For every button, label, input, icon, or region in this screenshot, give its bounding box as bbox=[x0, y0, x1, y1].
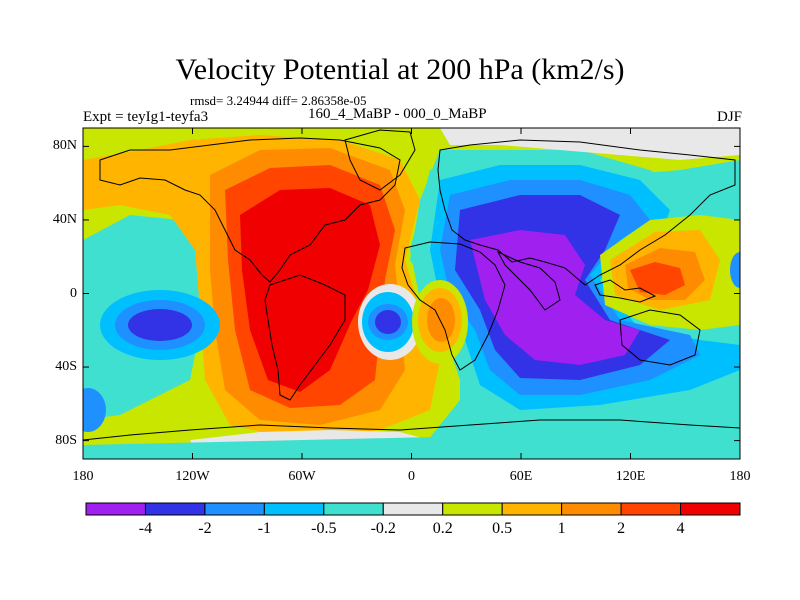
colorbar-level-label: -4 bbox=[138, 520, 153, 537]
colorbar-swatch bbox=[561, 502, 622, 516]
eurasia-coast bbox=[437, 139, 736, 286]
colorbar-swatch bbox=[501, 502, 563, 516]
west-pacific-positive-3 bbox=[630, 262, 685, 295]
colorbar-level-label: -1 bbox=[257, 520, 272, 537]
lon-label: 120E bbox=[615, 469, 646, 484]
colorbar-swatch bbox=[85, 502, 146, 516]
colorbar-swatch bbox=[204, 502, 265, 516]
southwest-negative-patch bbox=[83, 388, 106, 432]
greenland-coast bbox=[344, 129, 416, 191]
contour-field bbox=[83, 128, 740, 459]
colorbar-swatch bbox=[620, 502, 682, 516]
antarctic-cyan bbox=[83, 430, 740, 459]
africa-positive-core bbox=[427, 298, 455, 342]
lat-label: 40S bbox=[55, 359, 77, 375]
atlantic-negative-core bbox=[375, 310, 401, 334]
lon-label: 180 bbox=[72, 469, 94, 484]
colorbar-level-label: 1 bbox=[557, 520, 566, 537]
colorbar-swatch bbox=[680, 502, 741, 516]
east-edge-negative-patch bbox=[730, 252, 740, 288]
arabia-india-coast bbox=[496, 250, 561, 311]
lat-label: 80N bbox=[52, 138, 77, 154]
colorbar-swatch bbox=[323, 502, 384, 516]
north-america-coast bbox=[99, 137, 401, 283]
axis-ticks bbox=[82, 128, 741, 459]
period-label: 160_4_MaBP - 000_0_MaBP bbox=[308, 106, 487, 122]
lon-label: 180 bbox=[729, 469, 751, 484]
colorbar bbox=[85, 502, 741, 516]
lon-label: 0 bbox=[408, 469, 415, 484]
colorbar-level-label: -0.2 bbox=[370, 520, 396, 537]
maritime-continent-coast bbox=[594, 279, 657, 303]
africa-coast bbox=[401, 241, 506, 371]
colorbar-swatch bbox=[442, 502, 503, 516]
figure-title: Velocity Potential at 200 hPa (km2/s) bbox=[175, 53, 625, 86]
lon-label: 60E bbox=[509, 469, 533, 484]
colorbar-level-label: -0.5 bbox=[311, 520, 337, 537]
lon-label: 120W bbox=[175, 469, 210, 484]
east-pacific-negative-core bbox=[128, 309, 192, 341]
colorbar-level-label: 0.5 bbox=[492, 520, 513, 537]
australia-coast bbox=[619, 309, 701, 366]
lat-label: 40N bbox=[52, 211, 77, 227]
colorbar-level-label: -2 bbox=[198, 520, 212, 537]
colorbar-level-label: 0.2 bbox=[432, 520, 453, 537]
south-america-coast bbox=[264, 274, 346, 401]
colorbar-level-label: 2 bbox=[617, 520, 626, 537]
positive-core bbox=[240, 188, 380, 392]
coastlines bbox=[83, 129, 740, 441]
season-label: DJF bbox=[716, 109, 742, 125]
negative-core bbox=[470, 230, 640, 365]
lat-label: 0 bbox=[70, 285, 77, 301]
lon-label: 60W bbox=[288, 469, 316, 484]
colorbar-swatch bbox=[382, 502, 444, 516]
colorbar-swatch bbox=[144, 502, 206, 516]
statistics-text: rmsd= 3.24944 diff= 2.86358e-05 bbox=[190, 93, 367, 108]
antarctica-coast bbox=[83, 419, 740, 441]
experiment-label: Expt = teyIg1-teyfa3 bbox=[83, 109, 209, 125]
colorbar-swatch bbox=[263, 502, 325, 516]
lat-label: 80S bbox=[55, 432, 77, 448]
colorbar-level-label: 4 bbox=[676, 520, 685, 537]
